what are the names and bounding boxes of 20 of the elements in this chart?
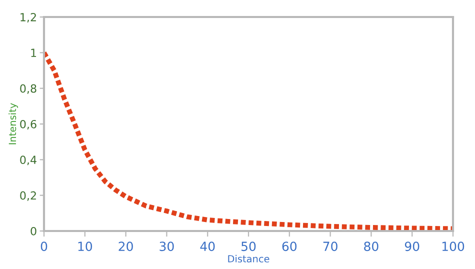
x-tick-label: 20	[118, 242, 133, 252]
x-tick-label: 10	[78, 242, 92, 252]
y-tick-label: 0,4	[20, 156, 36, 166]
x-tick-label: 0	[40, 242, 48, 252]
x-tick-label: 70	[323, 242, 338, 252]
y-tick-label: 0,6	[20, 120, 36, 130]
y-axis-title: Intensity	[8, 103, 18, 144]
y-tick-label: 0,2	[20, 191, 36, 201]
y-tick-label: 0,8	[20, 84, 36, 94]
x-tick-label: 30	[160, 242, 174, 252]
x-tick-label: 80	[364, 242, 378, 252]
x-tick-label: 40	[200, 242, 215, 252]
y-tick-label: 1	[31, 48, 36, 57]
x-tick-label: 50	[242, 242, 256, 252]
y-tick-label: 1,2	[20, 12, 36, 23]
x-tick-label: 60	[282, 242, 297, 252]
x-axis-title: Distance	[228, 254, 270, 262]
x-tick-label: 100	[442, 242, 464, 252]
y-tick-label: 0	[30, 226, 36, 236]
x-tick-label: 90	[404, 242, 420, 252]
